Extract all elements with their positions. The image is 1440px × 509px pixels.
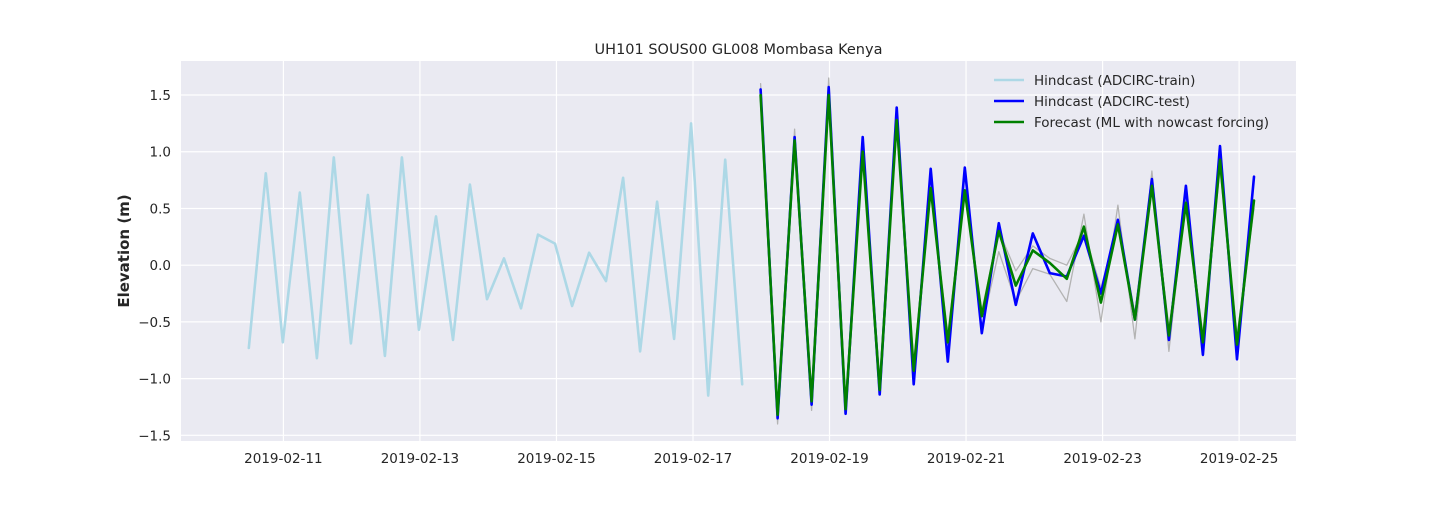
y-axis-label: Elevation (m) — [115, 194, 133, 307]
y-tick-label: 1.0 — [150, 145, 171, 161]
legend-label: Hindcast (ADCIRC-test) — [1034, 94, 1190, 110]
x-tick-label: 2019-02-11 — [244, 451, 322, 467]
legend-label: Hindcast (ADCIRC-train) — [1034, 73, 1195, 89]
x-tick-label: 2019-02-13 — [381, 451, 459, 467]
data-series — [247, 77, 1256, 425]
x-tick-labels: 2019-02-11 2019-02-13 2019-02-15 2019-02-17… — [244, 451, 1278, 467]
y-tick-label: 1.5 — [150, 88, 171, 104]
legend: Hindcast (ADCIRC-train) Hindcast (ADCIRC-… — [994, 73, 1269, 131]
x-tick-label: 2019-02-21 — [927, 451, 1005, 467]
x-tick-label: 2019-02-17 — [654, 451, 732, 467]
x-tick-label: 2019-02-15 — [517, 451, 595, 467]
y-tick-label: −0.5 — [138, 315, 171, 331]
y-tick-label: −1.5 — [138, 428, 171, 444]
series-line-3 — [759, 93, 1256, 417]
chart-title: UH101 SOUS00 GL008 Mombasa Kenya — [595, 42, 883, 58]
legend-label: Forecast (ML with nowcast forcing) — [1034, 115, 1269, 131]
x-tick-label: 2019-02-25 — [1200, 451, 1278, 467]
x-tick-label: 2019-02-23 — [1063, 451, 1141, 467]
series-line-1 — [247, 122, 744, 397]
y-tick-label: 0.0 — [150, 258, 171, 274]
y-tick-labels: 1.5 1.0 0.5 0.0 −0.5 −1.0 −1.5 — [138, 88, 171, 444]
x-tick-label: 2019-02-19 — [790, 451, 868, 467]
y-tick-label: 0.5 — [150, 201, 171, 217]
y-tick-label: −1.0 — [138, 372, 171, 388]
